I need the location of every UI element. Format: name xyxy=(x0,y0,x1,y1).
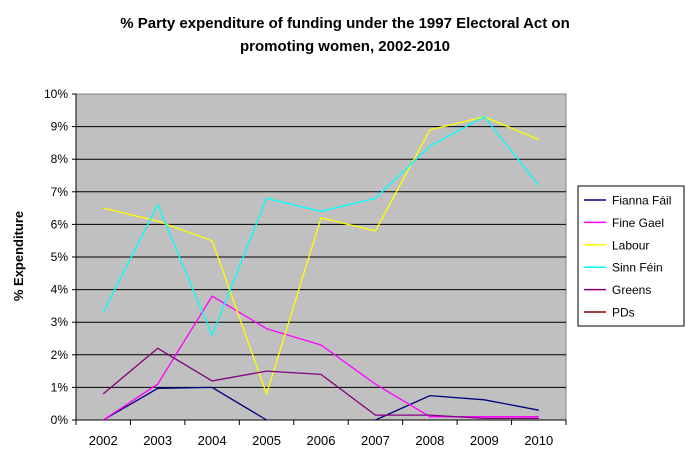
legend-box xyxy=(577,185,685,327)
y-tick-label: 1% xyxy=(51,380,69,394)
series-line-labour xyxy=(103,116,540,396)
legend-label-labour: Labour xyxy=(612,238,649,252)
y-tick-label: 7% xyxy=(51,185,69,199)
y-tick-label: 0% xyxy=(51,413,69,427)
y-tick-label: 6% xyxy=(51,217,69,231)
y-tick-label: 3% xyxy=(51,315,69,329)
legend: Fianna Fáil Fine Gael Labour Sinn Féin Green… xyxy=(577,185,685,327)
gridlines xyxy=(76,126,566,388)
y-tick-label: 2% xyxy=(51,348,69,362)
chart-title-line2: promoting women, 2002-2010 xyxy=(240,38,450,55)
legend-label-greens: Greens xyxy=(612,283,651,297)
legend-label-fine-gael: Fine Gael xyxy=(612,216,664,230)
series-line-fianna-f-il xyxy=(375,394,539,421)
legend-label-sinn-f-in: Sinn Féin xyxy=(612,261,663,275)
y-axis-label: % Expenditure xyxy=(11,211,26,301)
x-tick-label: 2008 xyxy=(415,433,444,448)
x-tick-label: 2007 xyxy=(361,433,390,448)
chart-title-line1: % Party expenditure of funding under the… xyxy=(120,15,570,32)
legend-label-pds: PDs xyxy=(612,306,635,320)
x-tick-label: 2004 xyxy=(198,433,227,448)
y-tick-label: 9% xyxy=(51,120,69,134)
y-tick-label: 4% xyxy=(51,283,69,297)
series-lines xyxy=(102,115,540,421)
y-tick-label: 10% xyxy=(44,87,68,101)
y-tick-label: 5% xyxy=(51,250,69,264)
series-line-greens xyxy=(102,347,539,420)
axes: 0% 1% 2% 3% 4% 5% 6% 7% 8% 9% 10% 2002 2003 2004 2005 2… xyxy=(44,87,567,448)
y-tick-label: 8% xyxy=(51,152,69,166)
legend-label-fianna-f-il: Fianna Fáil xyxy=(612,194,671,208)
x-tick-label: 2005 xyxy=(252,433,281,448)
x-tick-label: 2006 xyxy=(307,433,336,448)
x-tick-label: 2003 xyxy=(143,433,172,448)
x-tick-label: 2009 xyxy=(470,433,499,448)
x-tick-label: 2010 xyxy=(524,433,553,448)
x-tick-label: 2002 xyxy=(89,433,118,448)
series-line-fianna-f-il xyxy=(102,386,267,421)
series-line-sinn-f-in xyxy=(102,115,540,337)
